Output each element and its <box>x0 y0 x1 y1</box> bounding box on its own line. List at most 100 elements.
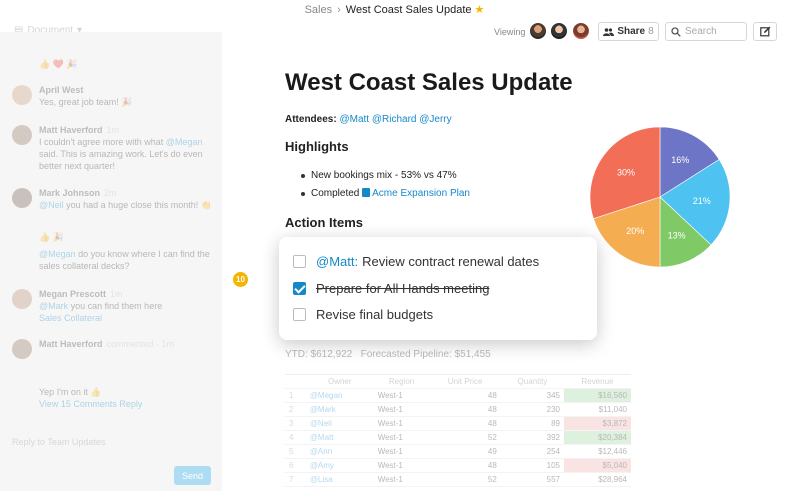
highlights-list: New bookings mix - 53% vs 47% Completed … <box>301 167 470 203</box>
message-time: 2m <box>104 188 117 198</box>
table-cell: 2 <box>285 402 306 417</box>
table-cell: 4 <box>285 430 306 445</box>
search-input[interactable] <box>685 26 745 37</box>
table-cell: 7 <box>285 472 306 487</box>
attendees-line: Attendees: @Matt @Richard @Jerry <box>285 114 452 125</box>
table-row: 7 @Lisa West-1 52 557 $28,964 <box>285 472 631 487</box>
breadcrumb-title: West Coast Sales Update <box>345 4 472 16</box>
breadcrumb-parent-link[interactable]: Sales <box>304 4 333 16</box>
star-icon[interactable]: ★ <box>474 4 485 16</box>
attachment-link[interactable]: Sales Collateral <box>39 313 103 323</box>
message: Matt Haverford 1m I couldn't agree more wi… <box>12 124 212 172</box>
table-header-cell: Quantity <box>500 375 565 389</box>
search-box[interactable] <box>665 22 747 41</box>
message-text: I couldn't agree more with what <box>39 137 166 147</box>
send-button[interactable]: Send <box>174 466 211 485</box>
task-assignee[interactable]: @Matt: <box>316 254 359 269</box>
avatar[interactable] <box>550 22 568 40</box>
view-comments-link[interactable]: View 15 Comments <box>39 399 117 409</box>
task-item[interactable]: Revise final budgets <box>293 307 433 322</box>
pie-slice <box>659 159 731 246</box>
mention-link[interactable]: @Neil <box>39 200 64 210</box>
share-count: 8 <box>648 26 654 37</box>
attendees-mentions[interactable]: @Matt @Richard @Jerry <box>339 114 452 125</box>
message-author: April West <box>39 85 84 95</box>
message-text: do you know where I can find the sales c… <box>39 249 210 271</box>
table-cell: 1 <box>285 388 306 403</box>
table-cell[interactable]: @Amy <box>305 458 374 473</box>
table-cell: $16,560 <box>564 388 631 403</box>
pie-slice <box>659 126 720 198</box>
list-item: Completed Acme Expansion Plan <box>301 185 470 203</box>
table-cell[interactable]: @Lisa <box>305 472 374 487</box>
task-checkbox-checked[interactable] <box>293 282 306 295</box>
pie-slice-label: 16% <box>671 155 689 165</box>
table-cell: 5 <box>285 444 306 459</box>
message: April West Yes, great job team! 🎉 <box>12 84 212 108</box>
table-cell: 230 <box>500 402 565 417</box>
table-cell: $28,964 <box>564 472 631 487</box>
chevron-right-icon: › <box>337 4 341 16</box>
table-header-cell: Owner <box>305 375 374 389</box>
table-cell: 345 <box>500 388 565 403</box>
pie-slice-label: 30% <box>617 167 635 177</box>
message-author: Megan Prescott <box>39 289 107 299</box>
table-cell[interactable]: @Ann <box>305 444 374 459</box>
viewing-label: Viewing <box>494 27 526 37</box>
table-cell[interactable]: @Megan <box>305 388 374 403</box>
task-item[interactable]: Prepare for All Hands meeting <box>293 281 489 296</box>
table-cell[interactable]: @Matt <box>305 430 374 445</box>
table-cell: West-1 <box>373 430 430 445</box>
table-cell: 49 <box>429 444 501 459</box>
task-checkbox[interactable] <box>293 255 306 268</box>
composer[interactable]: Reply to Team Updates <box>12 436 212 448</box>
avatar[interactable] <box>529 22 547 40</box>
table-cell: 52 <box>429 430 501 445</box>
table-cell: $12,446 <box>564 444 631 459</box>
task-checkbox[interactable] <box>293 308 306 321</box>
avatar <box>12 188 32 208</box>
task-text: Review contract renewal dates <box>362 254 540 269</box>
avatar <box>12 85 32 105</box>
mention-link[interactable]: @Megan <box>165 137 203 147</box>
acme-expansion-plan-link[interactable]: Acme Expansion Plan <box>362 188 470 199</box>
avatar[interactable] <box>572 22 590 40</box>
table-cell[interactable]: @Neil <box>305 416 374 431</box>
ytd-label: YTD: <box>285 349 308 360</box>
document-icon: ▤ <box>14 25 24 36</box>
mention-link[interactable]: @Mark <box>39 301 69 311</box>
table-cell: 6 <box>285 458 306 473</box>
table-cell: West-1 <box>373 402 430 417</box>
table-cell: $20,384 <box>564 430 631 445</box>
ytd-summary: YTD: $612,922 Forecasted Pipeline: $51,4… <box>285 349 491 360</box>
document-menu-label: Document <box>27 25 74 36</box>
composer-placeholder: Reply to Team Updates <box>12 437 106 447</box>
share-label: Share <box>617 26 646 37</box>
reaction-row[interactable]: 👍 ❤️ 🎉 <box>39 59 78 69</box>
mention-link[interactable]: @Megan <box>39 249 76 259</box>
table-row: 2 @Mark West-1 48 230 $11,040 <box>285 402 631 417</box>
table-cell: 48 <box>429 458 501 473</box>
comment-count-badge[interactable]: 10 <box>233 272 248 287</box>
sales-table: Owner Region Unit Price Quantity Revenue 1 @M… <box>285 374 631 491</box>
table-cell: 3 <box>285 416 306 431</box>
document-title[interactable]: West Coast Sales Update <box>285 69 573 96</box>
avatar <box>12 289 32 309</box>
pie-slice-label: 13% <box>668 231 686 241</box>
compose-button[interactable] <box>753 22 777 41</box>
reply-link[interactable]: Reply <box>119 399 143 409</box>
table-header-cell: Region <box>373 375 430 389</box>
list-item-text: New bookings mix - 53% vs 47% <box>311 170 457 181</box>
reaction-row[interactable]: 👍 🎉 <box>39 232 64 242</box>
table-cell[interactable]: @Mark <box>305 402 374 417</box>
task-item[interactable]: @Matt: Review contract renewal dates <box>293 254 539 269</box>
table-header-cell: Unit Price <box>429 375 501 389</box>
document-menu[interactable]: ▤ Document ▾ <box>14 25 82 36</box>
avatar <box>12 125 32 145</box>
top-bar: Sales › West Coast Sales Update ★ ▤ Documen… <box>0 0 789 46</box>
share-button[interactable]: Share 8 <box>598 22 659 41</box>
table-cell: West-1 <box>373 458 430 473</box>
conversation-sidebar: 👍 ❤️ 🎉 April West Yes, great job team! 🎉 … <box>0 32 222 491</box>
pie-chart: 16% 21% 13% 20% 30% <box>589 126 731 268</box>
pie-slice-label: 20% <box>626 226 644 236</box>
